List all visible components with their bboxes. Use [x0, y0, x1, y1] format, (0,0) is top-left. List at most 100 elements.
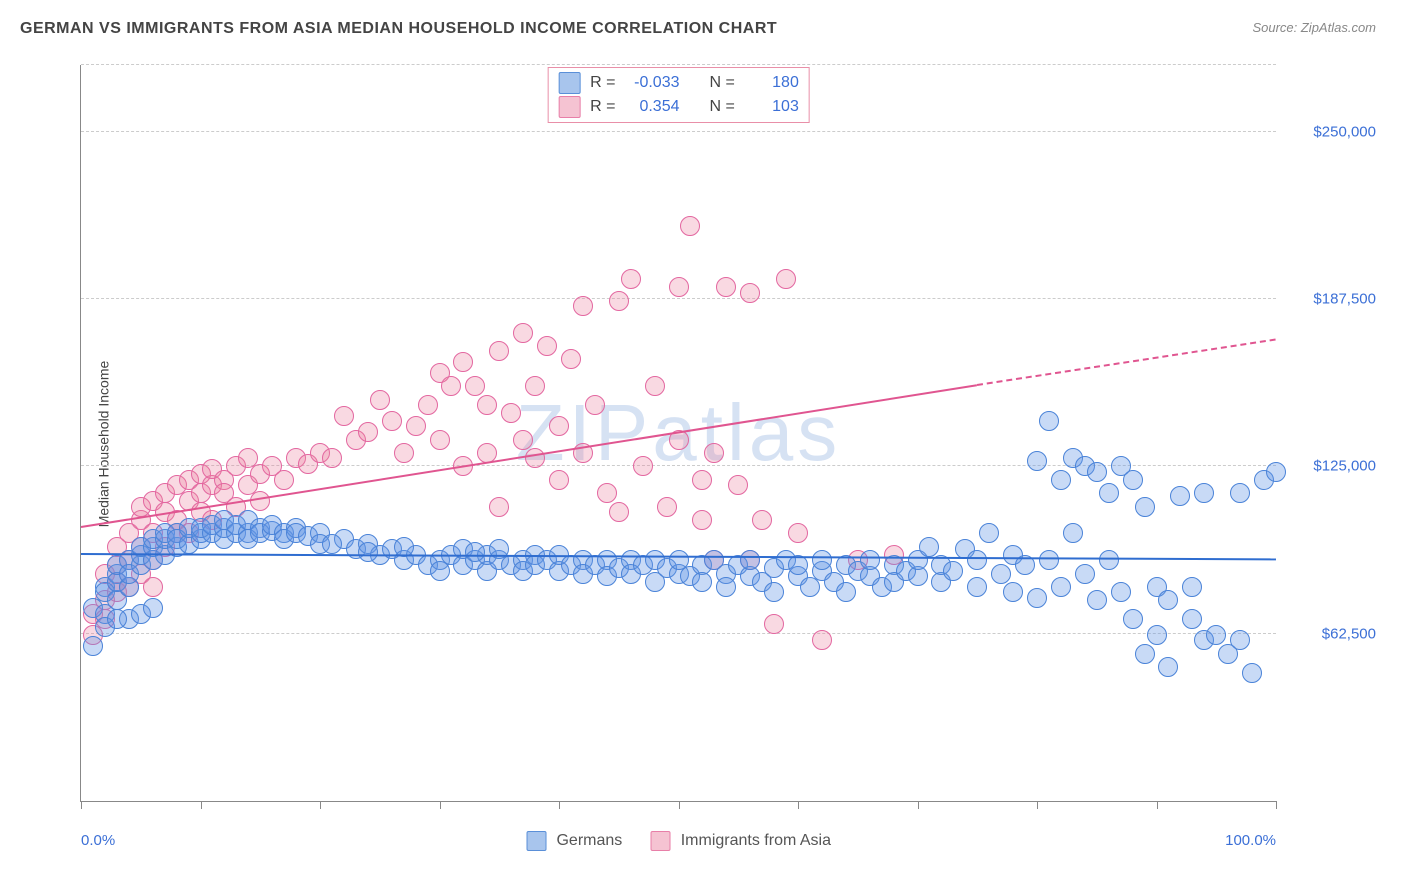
- point-s2: [370, 390, 390, 410]
- point-s2: [645, 376, 665, 396]
- point-s1: [1123, 609, 1143, 629]
- point-s1: [1003, 582, 1023, 602]
- point-s2: [776, 269, 796, 289]
- trendline-s2: [81, 384, 978, 528]
- point-s2: [358, 422, 378, 442]
- point-s2: [513, 430, 533, 450]
- x-tick: [81, 801, 82, 809]
- r-label-s2: R =: [590, 98, 615, 116]
- point-s2: [657, 497, 677, 517]
- point-s2: [513, 323, 533, 343]
- point-s1: [788, 555, 808, 575]
- x-tick: [679, 801, 680, 809]
- point-s2: [489, 341, 509, 361]
- chart-title: GERMAN VS IMMIGRANTS FROM ASIA MEDIAN HO…: [20, 20, 777, 38]
- gridline-h: [81, 298, 1276, 299]
- point-s1: [1039, 550, 1059, 570]
- swatch-s2-icon: [558, 96, 580, 118]
- point-s1: [1206, 625, 1226, 645]
- point-s2: [561, 349, 581, 369]
- x-tick: [559, 801, 560, 809]
- point-s2: [525, 376, 545, 396]
- point-s2: [274, 470, 294, 490]
- point-s1: [1170, 486, 1190, 506]
- point-s1: [1123, 470, 1143, 490]
- point-s1: [692, 572, 712, 592]
- point-s2: [752, 510, 772, 530]
- point-s1: [358, 542, 378, 562]
- point-s1: [1087, 590, 1107, 610]
- point-s1: [1099, 483, 1119, 503]
- x-tick: [918, 801, 919, 809]
- point-s1: [1135, 497, 1155, 517]
- n-value-s1: 180: [745, 74, 799, 92]
- trendline-s2-ext: [977, 339, 1276, 386]
- point-s2: [537, 336, 557, 356]
- point-s2: [669, 277, 689, 297]
- r-label-s1: R =: [590, 74, 615, 92]
- point-s1: [836, 582, 856, 602]
- point-s1: [1051, 577, 1071, 597]
- point-s2: [465, 376, 485, 396]
- point-s1: [1182, 609, 1202, 629]
- y-tick-label: $250,000: [1286, 123, 1376, 140]
- x-tick: [798, 801, 799, 809]
- point-s1: [943, 561, 963, 581]
- point-s2: [549, 470, 569, 490]
- point-s1: [1075, 564, 1095, 584]
- swatch-s1-icon: [526, 831, 546, 851]
- point-s2: [143, 577, 163, 597]
- point-s2: [704, 443, 724, 463]
- point-s1: [812, 550, 832, 570]
- n-value-s2: 103: [745, 98, 799, 116]
- y-tick-label: $125,000: [1286, 458, 1376, 475]
- x-tick: [1157, 801, 1158, 809]
- legend-label-s2: Immigrants from Asia: [681, 832, 831, 849]
- point-s1: [1063, 523, 1083, 543]
- point-s1: [716, 577, 736, 597]
- point-s1: [107, 609, 127, 629]
- point-s1: [967, 577, 987, 597]
- point-s1: [967, 550, 987, 570]
- point-s2: [406, 416, 426, 436]
- source-label: Source: ZipAtlas.com: [1252, 20, 1376, 35]
- point-s2: [477, 395, 497, 415]
- point-s1: [979, 523, 999, 543]
- y-tick-label: $62,500: [1286, 625, 1376, 642]
- point-s1: [143, 598, 163, 618]
- correlation-stats-box: R = -0.033 N = 180 R = 0.354 N = 103: [547, 67, 810, 123]
- point-s1: [1266, 462, 1286, 482]
- n-label-s1: N =: [710, 74, 735, 92]
- point-s2: [585, 395, 605, 415]
- plot-area: ZIPatlas R = -0.033 N = 180 R = 0.354 N …: [80, 65, 1276, 802]
- point-s1: [430, 561, 450, 581]
- point-s2: [609, 291, 629, 311]
- x-tick: [320, 801, 321, 809]
- point-s2: [597, 483, 617, 503]
- point-s2: [716, 277, 736, 297]
- point-s2: [418, 395, 438, 415]
- point-s1: [1087, 462, 1107, 482]
- point-s1: [322, 534, 342, 554]
- gridline-h: [81, 633, 1276, 634]
- x-axis-min-label: 0.0%: [81, 832, 115, 849]
- x-tick: [440, 801, 441, 809]
- point-s2: [573, 296, 593, 316]
- point-s2: [621, 269, 641, 289]
- point-s2: [525, 448, 545, 468]
- point-s1: [1099, 550, 1119, 570]
- point-s1: [1230, 483, 1250, 503]
- point-s1: [740, 550, 760, 570]
- point-s1: [83, 636, 103, 656]
- point-s1: [1230, 630, 1250, 650]
- point-s1: [1051, 470, 1071, 490]
- point-s2: [430, 430, 450, 450]
- point-s1: [1182, 577, 1202, 597]
- point-s2: [692, 470, 712, 490]
- point-s1: [1158, 590, 1178, 610]
- r-value-s2: 0.354: [626, 98, 680, 116]
- point-s1: [1147, 625, 1167, 645]
- point-s2: [728, 475, 748, 495]
- point-s2: [609, 502, 629, 522]
- point-s1: [1158, 657, 1178, 677]
